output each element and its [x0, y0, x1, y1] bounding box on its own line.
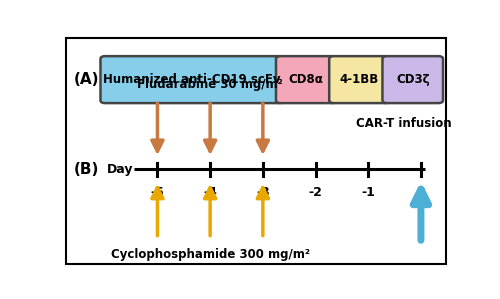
Text: Day: Day — [107, 163, 134, 176]
Text: 0: 0 — [416, 185, 426, 199]
Text: 4-1BB: 4-1BB — [340, 73, 379, 86]
FancyBboxPatch shape — [66, 38, 446, 264]
Text: CD3ζ: CD3ζ — [396, 73, 430, 86]
Text: -5: -5 — [150, 185, 164, 199]
Text: Humanized anti-CD19 scFv: Humanized anti-CD19 scFv — [103, 73, 281, 86]
Text: Fludarabine 30 mg/m²: Fludarabine 30 mg/m² — [138, 78, 283, 91]
Text: -2: -2 — [308, 185, 322, 199]
Text: CAR-T infusion: CAR-T infusion — [356, 117, 452, 130]
FancyBboxPatch shape — [276, 56, 336, 103]
Text: (B): (B) — [74, 162, 100, 177]
Text: -4: -4 — [203, 185, 217, 199]
Text: -1: -1 — [362, 185, 375, 199]
FancyBboxPatch shape — [100, 56, 284, 103]
Text: Cyclophosphamide 300 mg/m²: Cyclophosphamide 300 mg/m² — [110, 248, 310, 261]
FancyBboxPatch shape — [382, 56, 443, 103]
FancyBboxPatch shape — [329, 56, 390, 103]
Text: -3: -3 — [256, 185, 270, 199]
Text: CD8α: CD8α — [289, 73, 324, 86]
Text: (A): (A) — [74, 72, 100, 87]
